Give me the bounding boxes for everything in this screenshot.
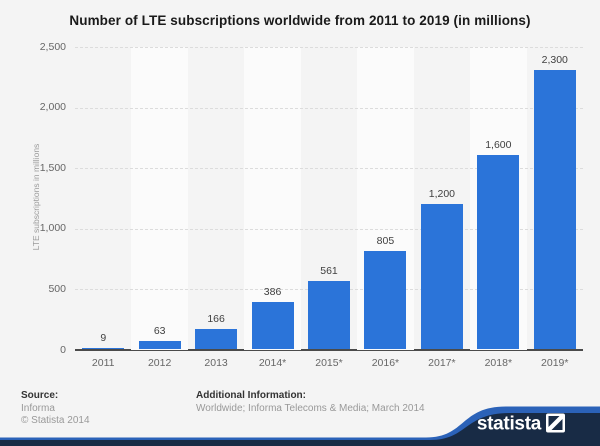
bar-value-label: 1,600 bbox=[485, 139, 512, 151]
value-bar bbox=[251, 302, 294, 349]
value-bar bbox=[82, 348, 125, 349]
bar-value-label: 63 bbox=[153, 325, 166, 337]
x-tick-label: 2012 bbox=[147, 357, 172, 369]
x-tick-label: 2017* bbox=[428, 357, 456, 369]
column-band bbox=[131, 47, 188, 350]
additional-info-text: Worldwide; Informa Telecoms & Media; Mar… bbox=[196, 403, 425, 414]
value-bar bbox=[138, 341, 181, 349]
x-tick-label: 2011 bbox=[91, 357, 115, 369]
bar-value-label: 805 bbox=[376, 235, 395, 247]
source-label: Source: bbox=[21, 390, 59, 401]
value-bar bbox=[533, 70, 576, 349]
additional-info-block: Additional Information: Worldwide; Infor… bbox=[196, 390, 425, 415]
gridline bbox=[75, 107, 583, 109]
bar-value-label: 1,200 bbox=[428, 188, 456, 200]
value-bar bbox=[364, 251, 407, 349]
page-title: Number of LTE subscriptions worldwide fr… bbox=[69, 13, 531, 28]
bar-value-label: 9 bbox=[100, 332, 107, 344]
y-tick-label: 1,500 bbox=[39, 161, 66, 174]
gridline bbox=[75, 168, 583, 170]
gridline bbox=[75, 228, 583, 230]
bar-value-label: 166 bbox=[207, 313, 225, 325]
y-tick-label: 500 bbox=[48, 282, 66, 295]
value-bar bbox=[195, 329, 238, 349]
x-tick-label: 2019* bbox=[541, 357, 569, 369]
y-tick-label: 2,000 bbox=[39, 101, 66, 114]
y-axis-label: LTE subscriptions in millions bbox=[31, 143, 41, 251]
plot-area: 9 63 166 386 561 805 1,200 1,600 2,300 bbox=[75, 47, 583, 351]
source-line-2: © Statista 2014 bbox=[21, 414, 90, 426]
value-bar bbox=[420, 204, 463, 349]
y-tick-label: 0 bbox=[60, 343, 66, 356]
logo-wedge bbox=[0, 413, 600, 446]
value-bar bbox=[308, 281, 350, 349]
bar-value-label: 561 bbox=[320, 265, 338, 277]
y-tick-label: 2,500 bbox=[39, 40, 66, 53]
x-tick-label: 2016* bbox=[371, 357, 400, 369]
bar-value-label: 2,300 bbox=[541, 54, 568, 66]
value-bar bbox=[477, 155, 520, 349]
bar-value-label: 386 bbox=[263, 286, 282, 298]
column-band bbox=[244, 47, 301, 350]
x-tick-label: 2018* bbox=[484, 357, 513, 369]
x-tick-label: 2014* bbox=[258, 357, 287, 369]
x-axis-line bbox=[75, 349, 583, 351]
y-tick-label: 1,000 bbox=[39, 222, 66, 235]
statista-wordmark: statista bbox=[477, 414, 542, 435]
statista-logo: statista bbox=[0, 400, 600, 446]
logo-swoosh bbox=[0, 406, 600, 446]
source-block: Source: Informa © Statista 2014 bbox=[21, 390, 90, 426]
source-line-1: Informa bbox=[21, 403, 55, 414]
additional-info-label: Additional Information: bbox=[196, 390, 306, 401]
statista-logo-icon bbox=[546, 413, 565, 433]
gridline bbox=[75, 47, 583, 48]
x-tick-label: 2015* bbox=[315, 357, 343, 369]
x-tick-label: 2013 bbox=[204, 357, 228, 369]
